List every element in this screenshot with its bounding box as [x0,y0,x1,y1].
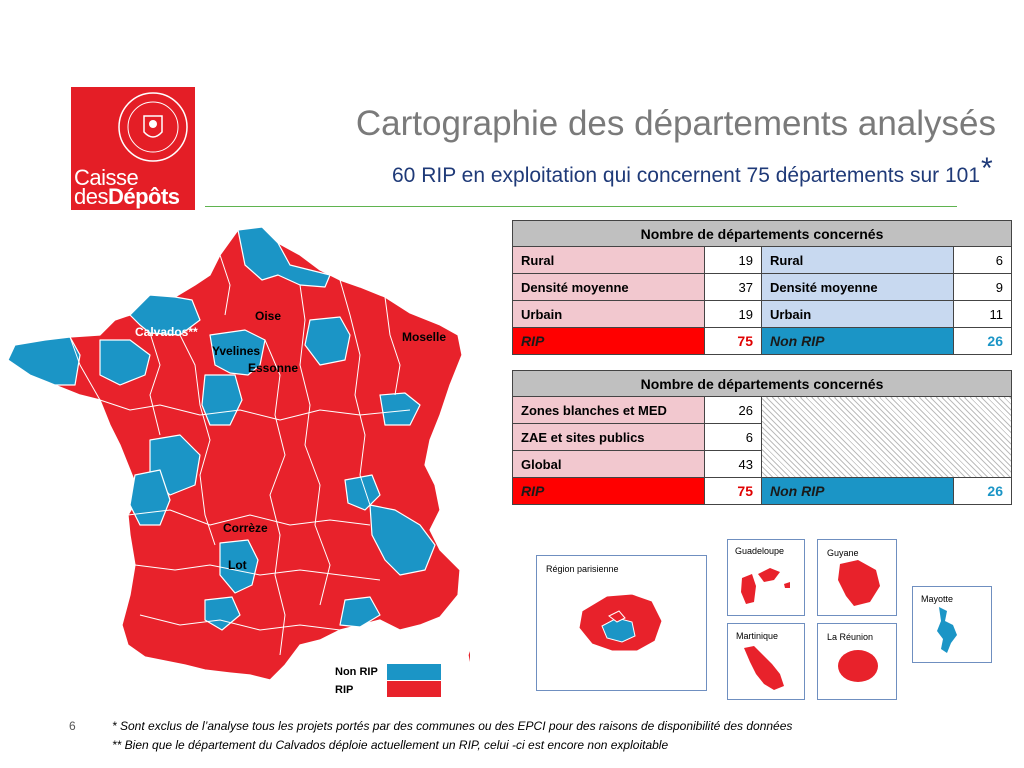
hatched-area [761,396,1012,478]
table-row: ZAE et sites publics 6 [512,423,1012,451]
footnote-2: ** Bien que le département du Calvados d… [112,738,669,752]
france-departments-svg [7,226,504,696]
inset-la-reunion: La Réunion [817,623,897,700]
non-rip-moselle-east [379,392,421,426]
legend-rip-label: RIP [335,684,354,696]
corsica [467,616,504,696]
label-oise: Oise [255,309,282,323]
non-rip-ain [344,474,381,511]
departments-table-2: Nombre de départements concernés Zones b… [512,370,1012,505]
table1-header: Nombre de départements concernés [512,220,1012,247]
label-essonne: Essonne [248,361,299,375]
table2-header: Nombre de départements concernés [512,370,1012,397]
legend-rip-swatch [387,681,441,697]
france-map: Oise Calvados** Yvelines Essonne Moselle… [0,225,504,696]
table-total-row: RIP 75 Non RIP 26 [512,327,1012,355]
label-calvados: Calvados** [135,325,198,339]
non-rip-ile-de-france [209,329,266,376]
table-row: Zones blanches et MED 26 [512,396,1012,478]
title-divider [205,206,957,207]
non-rip-marne [304,316,351,366]
inset-guyane: Guyane [817,539,897,616]
non-rip-finistere [7,336,81,386]
non-rip-calvados-manche [129,294,201,336]
inset-mayotte: Mayotte [912,586,992,663]
logo-line1: Caisse [74,165,139,190]
label-moselle: Moselle [402,330,447,344]
legend-non-rip-swatch [387,664,441,680]
departments-table-1: Nombre de départements concernés Rural 1… [512,220,1012,355]
subtitle-footnote-mark: * [981,152,993,185]
logo-line2: desDépôts [74,184,180,209]
non-rip-var [339,596,381,628]
page-number: 6 [69,719,76,733]
table-row: Urbain 19 Urbain 11 [512,300,1012,328]
table-row: Global 43 [512,450,1012,478]
page-title: Cartographie des départements analysés [355,104,996,143]
page-subtitle: 60 RIP en exploitation qui concernent 75… [392,164,980,187]
non-rip-nord [237,226,331,288]
non-rip-loiret [201,374,243,426]
label-yvelines: Yvelines [212,344,261,358]
non-rip-mayenne [99,339,151,386]
label-correze: Corrèze [223,521,268,535]
inset-guadeloupe: Guadeloupe [727,539,805,616]
non-rip-lot [219,539,259,594]
caisse-des-depots-logo: Caisse desDépôts [71,87,195,210]
table-total-row: RIP 75 Non RIP 26 [512,477,1012,505]
legend-non-rip-label: Non RIP [335,666,378,678]
inset-martinique: Martinique [727,623,805,700]
label-lot: Lot [228,558,247,572]
non-rip-alpes [369,504,436,576]
footnote-1: * Sont exclus de l’analyse tous les proj… [112,719,793,733]
inset-region-parisienne: Région parisienne [536,555,707,691]
table-row: Rural 19 Rural 6 [512,246,1012,274]
seal-icon [118,92,188,162]
table-row: Densité moyenne 37 Densité moyenne 9 [512,273,1012,301]
